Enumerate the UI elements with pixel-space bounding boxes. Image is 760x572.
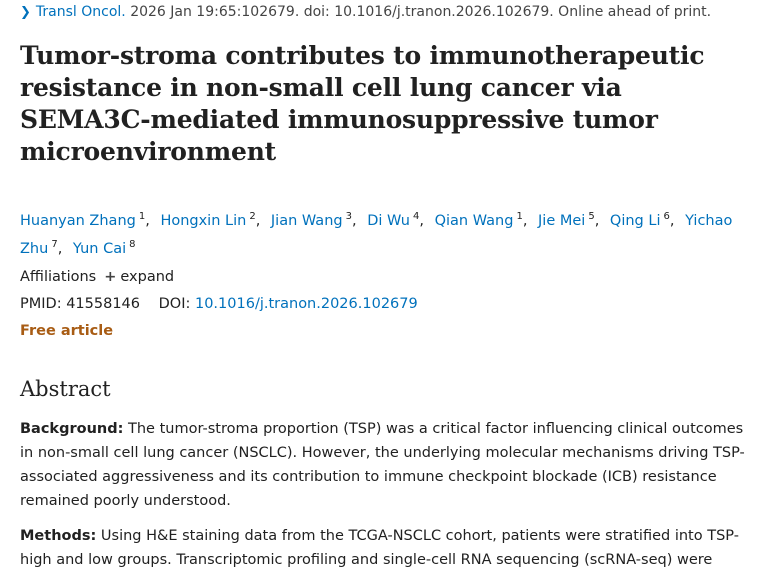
author-separator: , [522,212,528,229]
author-link[interactable]: Yun Cai [72,240,127,257]
background-text: The tumor-stroma proportion (TSP) was a … [20,421,745,509]
author-item: Yun Cai 8 [72,238,136,257]
author-item: Qing Li 6, [609,211,681,229]
doi-label: DOI: [158,296,191,312]
methods-text: Using H&E staining data from the TCGA-NS… [20,528,739,568]
author-affiliation-number[interactable]: 5 [588,211,595,222]
author-separator: , [57,240,63,257]
expand-button[interactable]: expand [120,269,175,285]
identifiers-row: PMID: 41558146 DOI: 10.1016/j.tranon.202… [20,296,418,312]
author-separator: , [351,212,357,229]
author-affiliation-number[interactable]: 6 [663,211,670,222]
author-item: Jian Wang 3, [270,211,363,229]
abstract-background: Background: The tumor-stroma proportion … [20,417,745,513]
author-item: Di Wu 4, [367,211,430,229]
author-separator: , [255,212,261,229]
author-affiliation-number[interactable]: 1 [138,211,146,222]
doi-link[interactable]: 10.1016/j.tranon.2026.102679 [194,296,418,312]
author-link[interactable]: Yichao Zhu [20,212,733,257]
author-link[interactable]: Jian Wang [270,212,343,229]
author-separator: , [419,212,424,229]
author-separator: , [145,212,150,229]
author-link[interactable]: Jie Mei [538,212,586,229]
author-affiliation-number[interactable]: 2 [249,211,256,222]
author-affiliation-number[interactable]: 1 [516,211,523,222]
methods-label: Methods: [20,528,97,544]
pmid-label: PMID: [20,296,62,312]
author-item: Huanyan Zhang 1, [20,211,156,229]
author-item: Qian Wang 1, [434,211,534,229]
author-link[interactable]: Huanyan Zhang [20,212,136,229]
journal-link[interactable]: Transl Oncol. [35,4,126,20]
author-affiliation-number[interactable]: 8 [129,238,136,250]
citation-line: ❯ Transl Oncol. 2026 Jan 19:65:102679. do… [20,4,711,20]
plus-icon[interactable]: + [104,269,117,285]
author-item: Yichao Zhu 7, [20,213,732,257]
article-title: Tumor-stroma contributes to immunotherap… [20,41,705,166]
pmid-value: 41558146 [66,296,141,312]
author-item: Jie Mei 5, [538,211,605,229]
affiliations-label: Affiliations [20,269,97,285]
chevron-right-icon[interactable]: ❯ [20,5,31,20]
abstract-heading: Abstract [20,377,111,401]
background-label: Background: [20,421,124,437]
abstract-methods: Methods: Using H&E staining data from th… [20,524,745,572]
author-item: Hongxin Lin 2, [160,211,266,229]
author-link[interactable]: Hongxin Lin [160,212,247,229]
affiliations-row: Affiliations + expand [20,269,174,285]
author-affiliation-number[interactable]: 7 [51,238,58,250]
free-article-badge: Free article [20,323,114,339]
author-separator: , [669,212,675,229]
author-separator: , [594,212,600,229]
author-link[interactable]: Di Wu [367,212,411,229]
author-affiliation-number[interactable]: 4 [413,211,420,222]
author-link[interactable]: Qian Wang [434,212,514,229]
author-affiliation-number[interactable]: 3 [345,211,352,222]
author-link[interactable]: Qing Li [609,212,661,229]
author-list: Huanyan Zhang 1, Hongxin Lin 2, Jian Wang 3… [20,205,740,261]
citation-details: 2026 Jan 19:65:102679. doi: 10.1016/j.tr… [125,4,712,20]
